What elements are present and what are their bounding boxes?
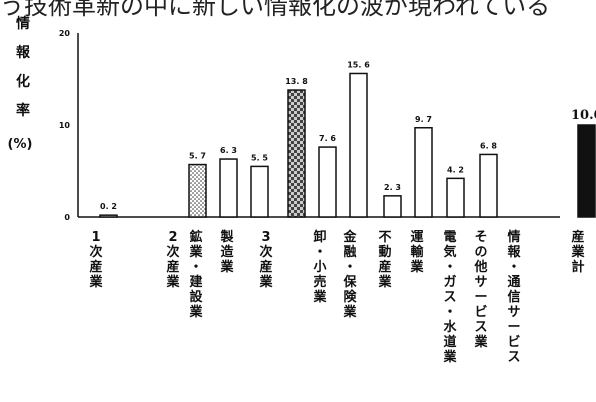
value-label: 13. 8 xyxy=(285,77,308,86)
y-tick-label: 20 xyxy=(59,29,71,38)
bar xyxy=(414,127,433,218)
value-label: 15. 6 xyxy=(347,60,370,69)
y-axis-label-char: 報 xyxy=(16,45,30,61)
bar xyxy=(318,146,337,218)
category-label: 卸・小売業 xyxy=(313,230,327,305)
bar xyxy=(287,89,306,218)
bar xyxy=(188,163,207,218)
value-label: 0. 2 xyxy=(100,202,117,211)
category-label: その他サービス業 xyxy=(474,230,488,350)
value-label: 5. 7 xyxy=(189,152,206,161)
y-axis-unit: (%) xyxy=(7,137,33,152)
category-label: 製造業 xyxy=(220,230,234,275)
value-label: 10.0 xyxy=(571,108,596,123)
bar xyxy=(99,214,118,218)
page-top-text: う技術革新の中に新しい情報化の波が現われている xyxy=(0,0,551,20)
value-label: 6. 3 xyxy=(220,146,237,155)
category-label: 電気・ガス・水道業 xyxy=(443,230,457,365)
category-label: 産業計 xyxy=(571,230,585,275)
y-axis-label-char: 化 xyxy=(16,74,30,90)
y-axis-label-char: 情 xyxy=(16,16,30,32)
category-label: 不動産業 xyxy=(378,230,392,290)
category-label: 金融・保険業 xyxy=(343,230,357,320)
bar xyxy=(383,195,402,218)
category-label: 鉱業・建設業 xyxy=(189,230,203,320)
y-tick-label: 0 xyxy=(64,213,70,222)
bar xyxy=(349,72,368,218)
bar xyxy=(219,158,238,218)
category-label: 運輸業 xyxy=(410,230,424,275)
y-axis-label-char: 率 xyxy=(16,103,30,119)
category-label: 情報・通信サービス xyxy=(507,230,521,365)
value-label: 4. 2 xyxy=(447,165,464,174)
value-label: 2. 3 xyxy=(384,183,401,192)
bar xyxy=(446,177,465,218)
value-label: 7. 6 xyxy=(319,134,336,143)
value-label: 9. 7 xyxy=(415,115,432,124)
bar xyxy=(250,165,269,218)
value-label: 5. 5 xyxy=(251,153,268,162)
bar xyxy=(479,153,498,218)
y-tick-label: 10 xyxy=(59,121,71,130)
value-label: 6. 8 xyxy=(480,141,497,150)
y-axis-label: 情 報 化 率 (%) xyxy=(8,14,34,155)
bar xyxy=(577,124,596,218)
